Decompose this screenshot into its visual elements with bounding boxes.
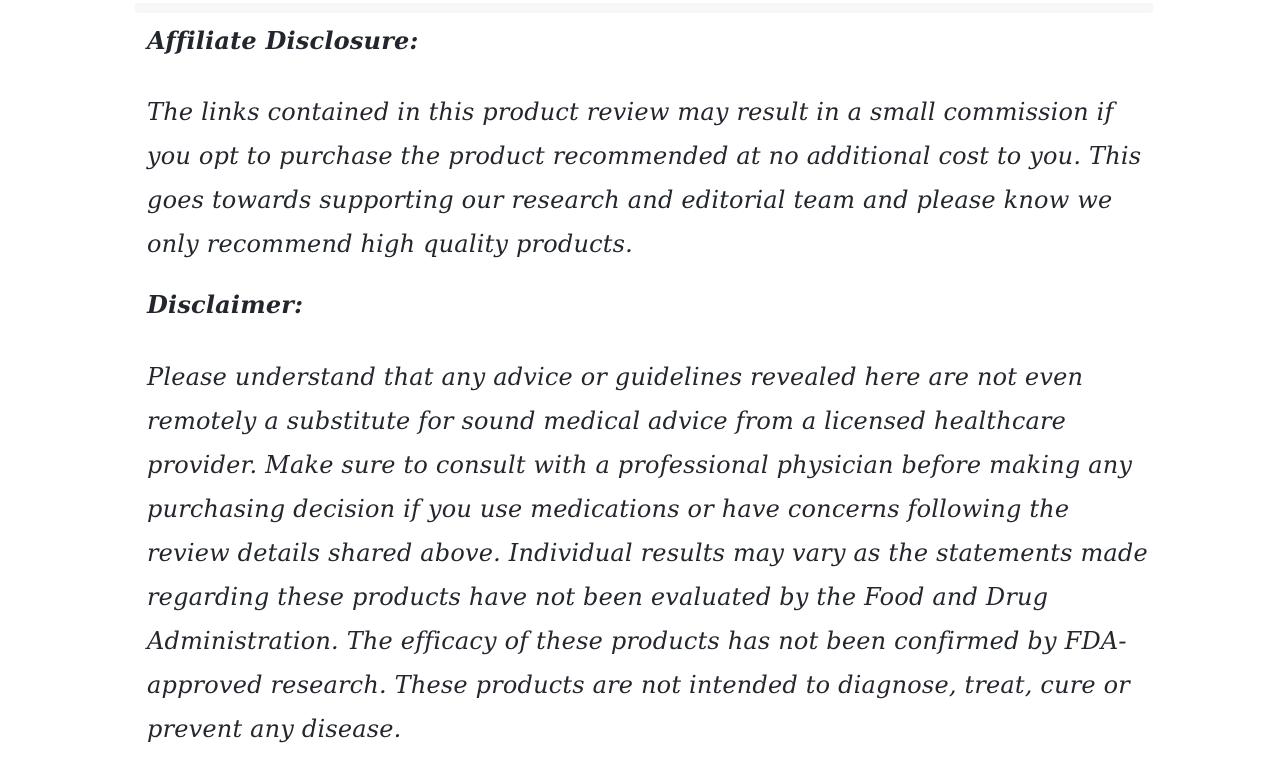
disclaimer-heading: Disclaimer: <box>147 290 304 319</box>
affiliate-disclosure-paragraph: The links contained in this product revi… <box>147 98 1142 258</box>
article-content: Affiliate Disclosure: The links containe… <box>147 0 1153 763</box>
disclaimer-paragraph: Please understand that any advice or gui… <box>147 363 1148 743</box>
content-top-divider <box>135 3 1153 13</box>
affiliate-disclosure-heading: Affiliate Disclosure: <box>147 26 419 55</box>
